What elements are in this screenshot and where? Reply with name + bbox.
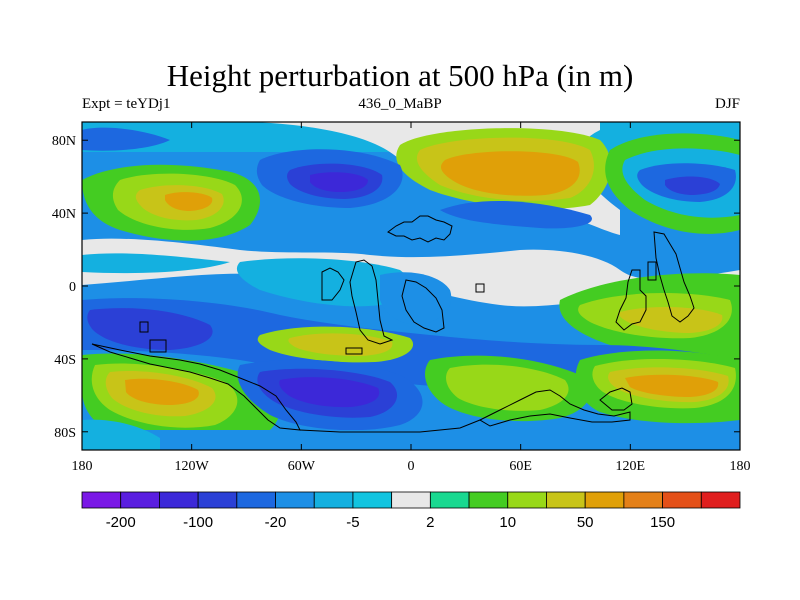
lon-tick-label: 180 [72, 459, 93, 474]
colorbar-label: -100 [183, 514, 213, 531]
lon-tick-label: 60W [288, 459, 316, 474]
colorbar-label: -20 [265, 514, 287, 531]
colorbar-label: 150 [650, 514, 675, 531]
colorbar-swatch [313, 491, 354, 509]
colorbar-swatch [429, 491, 470, 509]
lat-tick-label: 40N [52, 207, 76, 222]
colorbar-swatch [120, 491, 160, 509]
lon-tick-label: 120W [175, 459, 210, 474]
colorbar-label: 2 [426, 514, 434, 531]
colorbar-swatch [546, 491, 586, 509]
colorbar-swatch [352, 491, 393, 509]
colorbar-label: 10 [499, 514, 516, 531]
colorbar-swatch [197, 491, 238, 509]
colorbar-swatch [507, 491, 547, 509]
colorbar-swatch [662, 491, 702, 509]
latitude-axis: 80N 40N 0 40S 80S [52, 134, 740, 441]
colorbar-swatch [159, 491, 199, 509]
continent-outlines [91, 215, 695, 433]
colorbar-swatch [584, 491, 625, 509]
longitude-axis: 180 120W 60W 0 60E 120E 180 [72, 122, 751, 474]
colorbar-label: 50 [577, 514, 594, 531]
lat-tick-label: 40S [54, 353, 76, 368]
period-label: 436_0_MaBP [358, 96, 442, 112]
colorbar-swatch [236, 491, 276, 509]
colorbar-swatch [468, 491, 509, 509]
colorbar-swatch [623, 491, 663, 509]
plot-title: Height perturbation at 500 hPa (in m) [166, 58, 634, 93]
colorbar-label: -200 [106, 514, 136, 531]
height-perturbation-field [82, 122, 740, 450]
lon-tick-label: 180 [730, 459, 751, 474]
lat-tick-label: 80S [54, 426, 76, 441]
colorbar-label: -5 [346, 514, 359, 531]
colorbar-swatch [81, 491, 122, 509]
lon-tick-label: 60E [509, 459, 532, 474]
lat-tick-label: 80N [52, 134, 76, 149]
lon-tick-label: 0 [408, 459, 415, 474]
experiment-label: Expt = teYDj1 [82, 96, 171, 112]
colorbar: -200 -100 -20 -5 2 10 50 150 [81, 491, 741, 531]
lon-tick-label: 120E [616, 459, 646, 474]
colorbar-swatch [275, 491, 315, 509]
season-label: DJF [714, 96, 740, 112]
lat-tick-label: 0 [69, 280, 76, 295]
colorbar-swatch [700, 491, 741, 509]
colorbar-swatch [391, 491, 431, 509]
